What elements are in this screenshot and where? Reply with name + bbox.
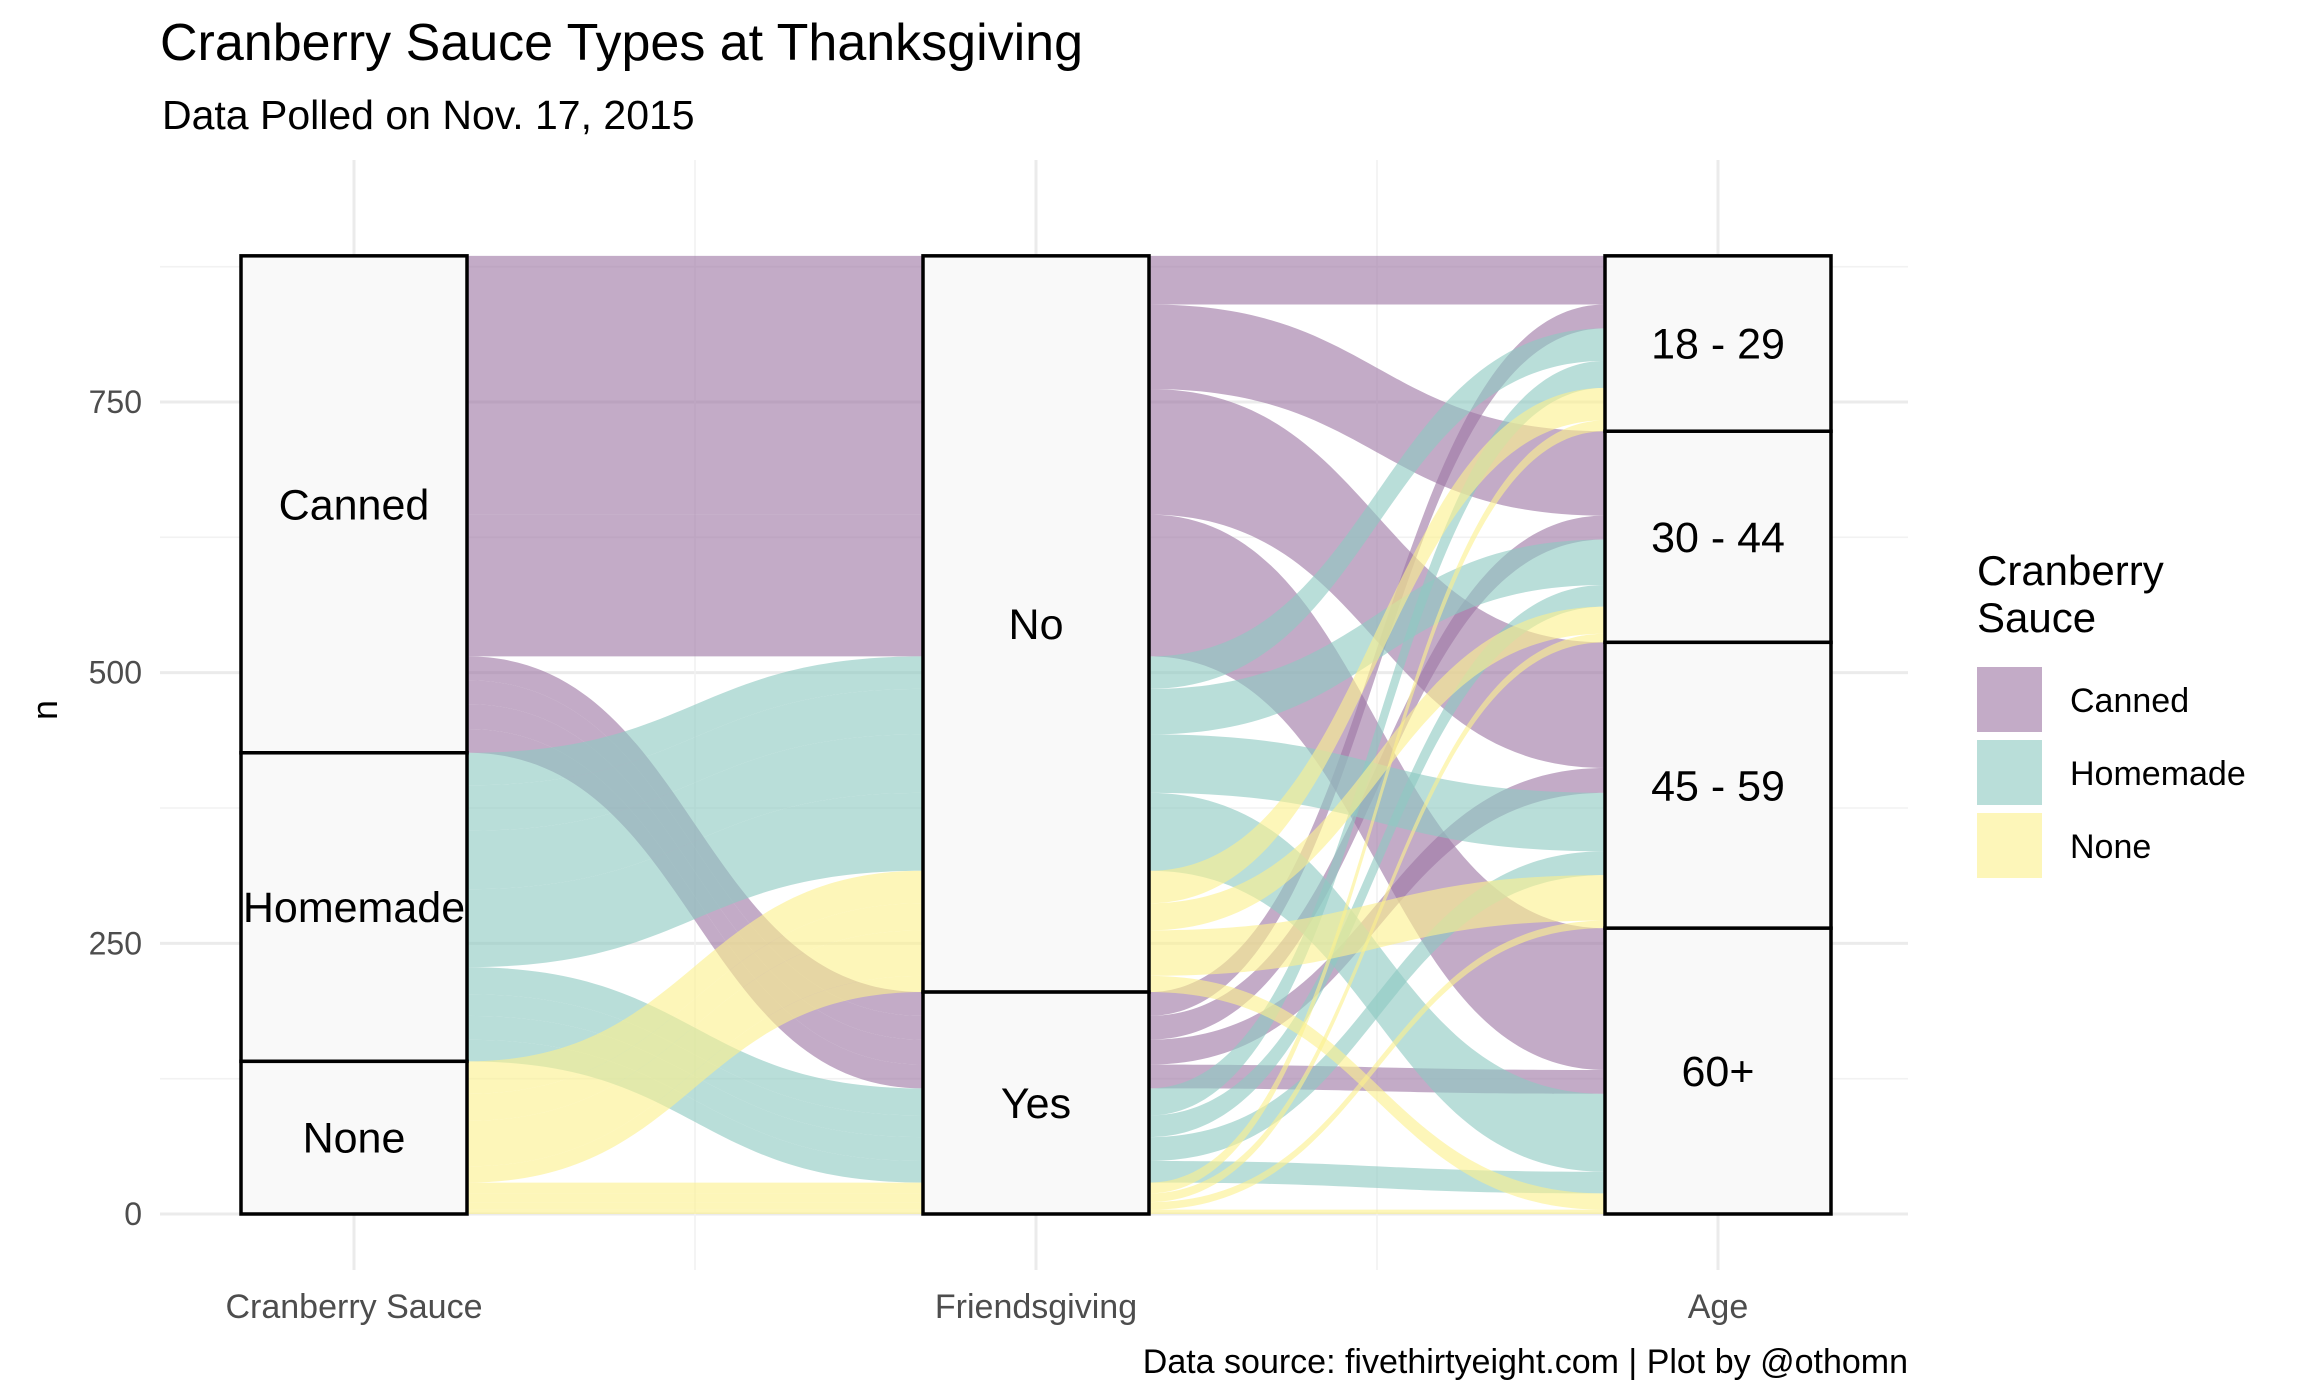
stratum-label: No [1009, 601, 1064, 649]
stratum-label: 60+ [1682, 1048, 1755, 1096]
flow-ribbon [467, 1202, 923, 1210]
flow-ribbon [467, 389, 923, 515]
legend-title: Cranberry Sauce [1977, 547, 2175, 641]
stratum-label: 45 - 59 [1651, 762, 1785, 810]
legend-label: None [2070, 828, 2151, 866]
y-tick-label: 0 [124, 1196, 142, 1232]
chart-title: Cranberry Sauce Types at Thanksgiving [160, 14, 1083, 72]
y-axis-ticks: 0 250 500 750 [89, 384, 142, 1232]
caption: Data source: fivethirtyeight.com | Plot … [1143, 1343, 1908, 1381]
flow-ribbon [1149, 1210, 1605, 1214]
stratum-label: None [303, 1115, 406, 1163]
legend-label: Homemade [2070, 755, 2246, 793]
chart-subtitle: Data Polled on Nov. 17, 2015 [162, 92, 695, 138]
flow-ribbon [467, 1193, 923, 1202]
y-tick-label: 500 [89, 655, 142, 691]
flow-ribbon [467, 305, 923, 389]
flow-ribbon [467, 515, 923, 657]
legend-key [1977, 813, 2042, 878]
flow-ribbon [467, 256, 923, 305]
legend: Cranberry Sauce Canned Homemade None [1977, 547, 2246, 878]
legend-label: Canned [2070, 682, 2189, 720]
stratum-label: Canned [279, 481, 430, 529]
y-tick-label: 750 [89, 384, 142, 420]
stratum-label: Homemade [243, 884, 465, 932]
legend-title-line-2: Sauce [1977, 594, 2096, 641]
y-tick-label: 250 [89, 925, 142, 961]
stratum-label: Yes [1001, 1080, 1071, 1128]
legend-title-line-1: Cranberry [1977, 547, 2164, 594]
legend-key [1977, 667, 2042, 732]
x-tick-label: Cranberry Sauce [225, 1288, 482, 1326]
x-tick-label: Age [1688, 1288, 1749, 1326]
legend-key [1977, 740, 2042, 805]
stratum-label: 18 - 29 [1651, 321, 1785, 369]
x-axis-ticks: Cranberry Sauce Friendsgiving Age [225, 1288, 1748, 1326]
y-axis-title: n [24, 700, 65, 720]
stratum-label: 30 - 44 [1651, 514, 1785, 562]
flow-ribbon [467, 1210, 923, 1214]
x-tick-label: Friendsgiving [935, 1288, 1137, 1326]
flow-ribbon [467, 1183, 923, 1194]
flow-ribbon [1149, 256, 1605, 305]
